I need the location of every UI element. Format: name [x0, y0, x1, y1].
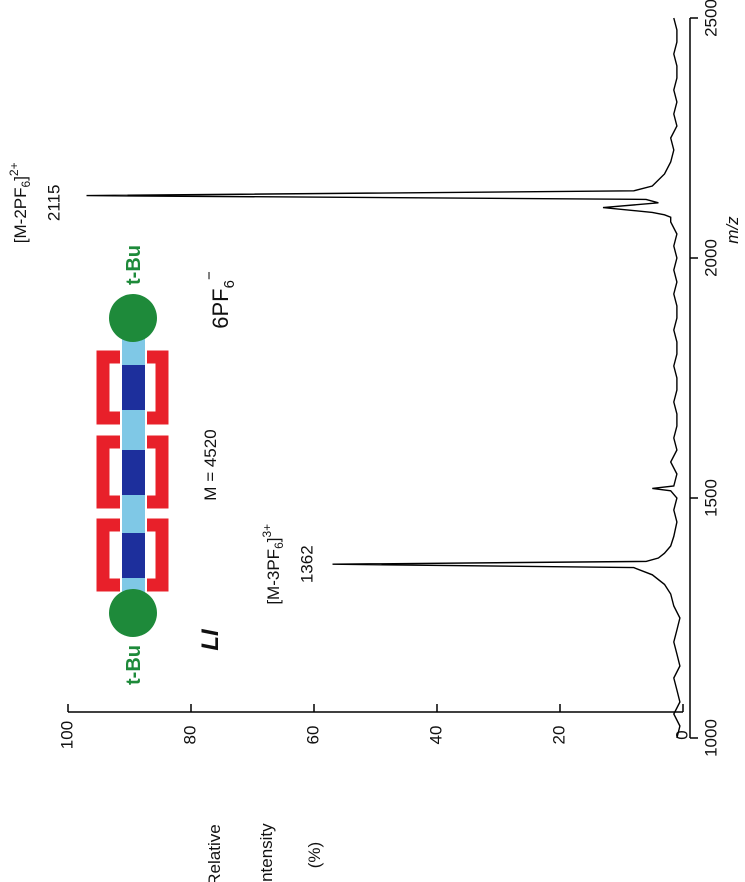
formula-sup: 3+: [260, 524, 274, 538]
peak-mz-label: 2115: [44, 185, 63, 222]
counterion: 6PF6−: [201, 271, 238, 329]
spectrum-line: [87, 18, 680, 738]
compound-name: LI: [197, 628, 224, 651]
peak-formula: [M-2PF6]2+: [7, 162, 33, 243]
station: [122, 450, 145, 495]
y-axis-label: Intensity: [257, 823, 276, 882]
y-tick-label: 20: [549, 726, 568, 745]
end-group: t-Bu: [123, 245, 145, 285]
x-tick-label: 2500: [701, 0, 720, 37]
peak-formula: [M-3PF6]3+: [260, 524, 286, 605]
y-tick-label: 80: [180, 726, 199, 745]
station: [122, 365, 145, 410]
y-tick-label: 60: [303, 726, 322, 745]
x-tick-label: 1000: [701, 719, 720, 757]
y-tick-label: 40: [426, 726, 445, 745]
y-axis-label: (%): [305, 842, 324, 868]
counterion-sup: −: [201, 271, 218, 280]
counterion-part: 6PF: [208, 288, 233, 328]
formula-part: [M-3PF: [264, 549, 283, 605]
y-tick-label: 0: [672, 730, 691, 739]
y-tick-label: 100: [57, 721, 76, 749]
stopper: [109, 589, 157, 637]
peak-mz-label: 1362: [297, 545, 316, 583]
end-group: t-Bu: [123, 645, 145, 685]
x-axis-label: m/z: [723, 216, 742, 244]
stopper: [109, 294, 157, 342]
chart: t-Bu t-Bu LI M = 4520 6PF6− m/z Relative…: [0, 0, 745, 882]
x-tick-label: 1500: [701, 479, 720, 517]
x-tick-label: 2000: [701, 239, 720, 277]
formula-part: [M-2PF: [11, 187, 30, 243]
station: [122, 533, 145, 578]
y-axis-label: Relative: [205, 824, 224, 882]
counterion-sub: 6: [221, 280, 238, 288]
mass-label: M = 4520: [201, 429, 220, 500]
molecule-diagram: [103, 294, 162, 637]
formula-sup: 2+: [7, 162, 21, 176]
